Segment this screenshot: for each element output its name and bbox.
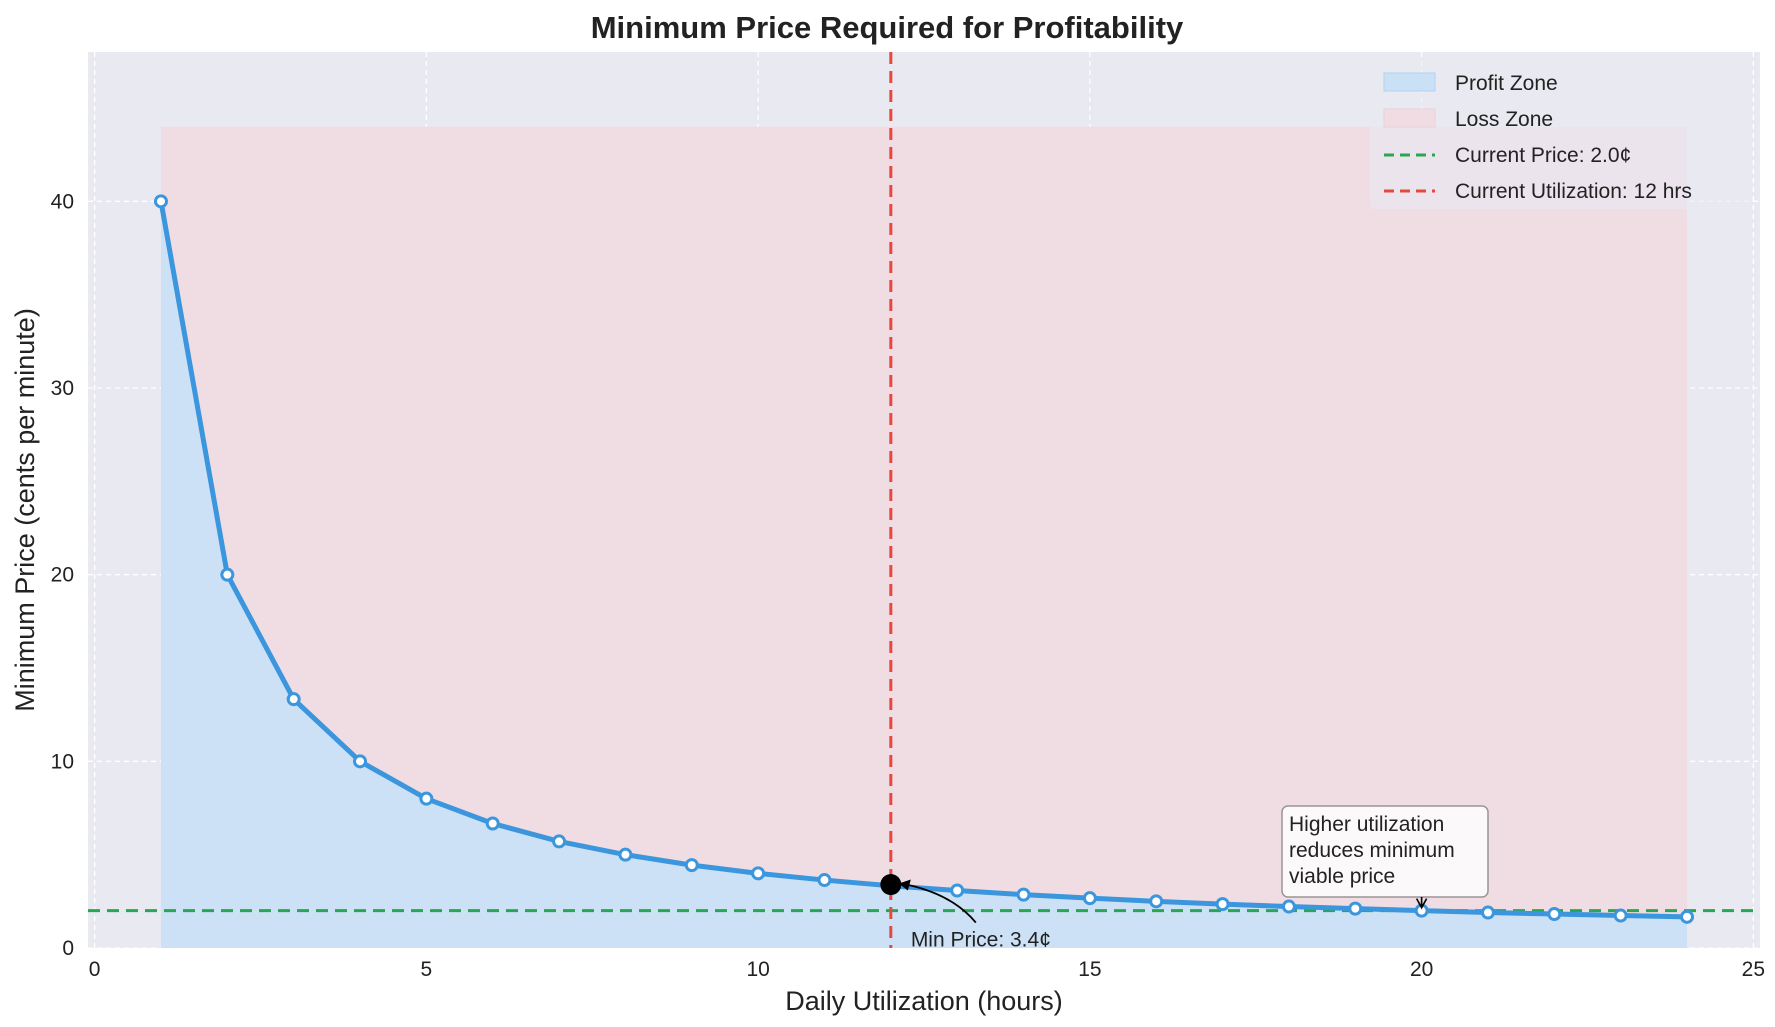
data-point	[220, 567, 235, 582]
chart-title: Minimum Price Required for Profitability	[591, 10, 1184, 45]
data-point	[353, 754, 368, 769]
data-point	[286, 692, 301, 707]
x-tick-label: 20	[1410, 958, 1433, 981]
y-tick-label: 30	[51, 377, 74, 400]
min-price-arrow	[900, 882, 977, 924]
data-point	[1149, 894, 1164, 909]
data-point	[1547, 907, 1562, 922]
data-point	[817, 873, 832, 888]
legend-frame	[1370, 61, 1750, 209]
legend-swatch-loss-zone	[1383, 108, 1436, 128]
annotations: Min Price: 3.4¢ Higher utilization reduces…	[898, 805, 1489, 952]
utilization-note-box	[1281, 805, 1489, 898]
data-point	[419, 791, 434, 806]
y-tick-label: 20	[51, 564, 74, 587]
data-point	[618, 847, 633, 862]
x-tick-label: 15	[1078, 958, 1101, 981]
y-tick-label: 0	[62, 937, 74, 960]
data-point	[950, 883, 965, 898]
data-point	[1215, 897, 1230, 912]
min-price-annotation: Min Price: 3.4¢	[911, 929, 1051, 952]
data-point	[485, 816, 500, 831]
x-tick-label: 5	[421, 958, 433, 981]
utilization-note-line: viable price	[1289, 865, 1395, 888]
data-point	[153, 194, 168, 209]
utilization-note-arrowhead	[1415, 898, 1428, 910]
x-tick-label: 0	[89, 958, 101, 981]
y-tick-label: 10	[51, 750, 74, 773]
data-point	[1480, 905, 1495, 920]
series-layer	[153, 194, 1695, 924]
legend-label-profit-zone: Profit Zone	[1455, 72, 1558, 95]
series-line	[158, 200, 1688, 920]
data-point	[552, 834, 567, 849]
data-point	[1082, 891, 1097, 906]
data-point	[684, 858, 699, 873]
legend-label-current-price: Current Price: 2.0¢	[1455, 144, 1631, 167]
y-axis-label: Minimum Price (cents per minute)	[10, 308, 40, 712]
data-point	[1613, 908, 1628, 923]
min-price-point	[880, 874, 902, 896]
utilization-note-line: Higher utilization	[1289, 813, 1444, 836]
data-point	[751, 866, 766, 881]
x-tick-label: 10	[746, 958, 769, 981]
data-point	[1281, 899, 1296, 914]
x-tick-label: 25	[1742, 958, 1765, 981]
legend-label-current-utilization: Current Utilization: 12 hrs	[1455, 180, 1692, 203]
legend: Profit Zone Loss Zone Current Price: 2.0…	[1370, 61, 1750, 209]
legend-label-loss-zone: Loss Zone	[1455, 108, 1553, 131]
legend-swatch-profit-zone	[1383, 72, 1436, 92]
data-point	[1348, 901, 1363, 916]
data-point	[1680, 909, 1695, 924]
x-axis-label: Daily Utilization (hours)	[785, 986, 1063, 1016]
utilization-note-line: reduces minimum	[1289, 839, 1455, 862]
y-tick-label: 40	[51, 190, 74, 213]
profit-zone	[160, 201, 1688, 949]
min-price-arrowhead	[898, 879, 911, 891]
data-point	[1016, 887, 1031, 902]
tick-labels: 0 5 10 15 20 25 0 10 20 30 40	[51, 190, 1765, 981]
